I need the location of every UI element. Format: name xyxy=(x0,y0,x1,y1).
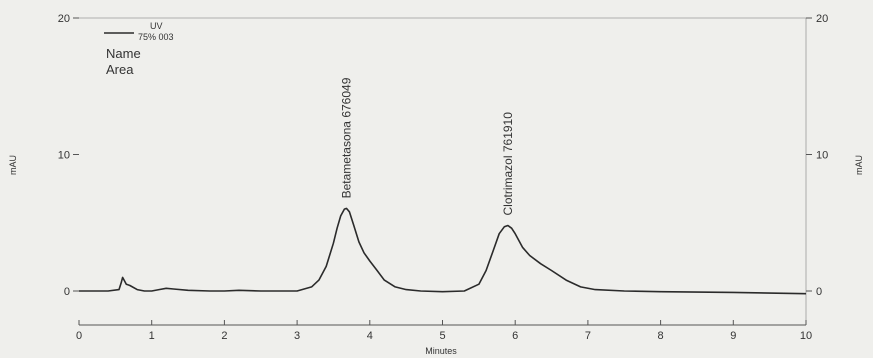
x-axis-label: Minutes xyxy=(425,346,457,356)
legend-area-line: Area xyxy=(106,62,134,77)
y-right-tick-label: 20 xyxy=(816,13,828,25)
peak-label-1: Betametasona 676049 xyxy=(340,77,354,198)
y-axis-left-label: mAU xyxy=(8,155,18,175)
y-left-tick-label: 0 xyxy=(64,286,70,298)
y-axis-right-ticks: 0 10 20 xyxy=(806,13,828,298)
y-axis-right-label: mAU xyxy=(854,155,864,175)
peak-annotations: Betametasona 676049 Clotrimazol 761910 xyxy=(340,77,515,215)
x-tick-label: 9 xyxy=(730,330,736,342)
y-right-tick-label: 0 xyxy=(816,286,822,298)
x-tick-label: 0 xyxy=(76,330,82,342)
x-axis-ticks: 0 1 2 3 4 5 6 7 8 9 10 xyxy=(76,320,812,342)
x-tick-label: 1 xyxy=(149,330,155,342)
legend-series-label: UV xyxy=(150,21,163,31)
legend-series-sublabel: 75% 003 xyxy=(138,32,174,42)
series-line-uv xyxy=(79,207,807,295)
x-tick-label: 10 xyxy=(800,330,812,342)
x-tick-label: 3 xyxy=(294,330,300,342)
peak-label-2: Clotrimazol 761910 xyxy=(501,112,515,216)
x-tick-label: 7 xyxy=(585,330,591,342)
plot-frame xyxy=(79,17,807,326)
x-tick-label: 6 xyxy=(512,330,518,342)
y-left-tick-label: 20 xyxy=(58,13,70,25)
x-tick-label: 4 xyxy=(367,330,373,342)
y-right-tick-label: 10 xyxy=(816,150,828,162)
legend: UV 75% 003 Name Area xyxy=(104,21,174,77)
y-axis-left-ticks: 0 10 20 xyxy=(58,13,79,298)
x-tick-label: 8 xyxy=(658,330,664,342)
x-tick-label: 2 xyxy=(221,330,227,342)
y-left-tick-label: 10 xyxy=(58,150,70,162)
legend-name-line: Name xyxy=(106,46,141,61)
x-tick-label: 5 xyxy=(439,330,445,342)
